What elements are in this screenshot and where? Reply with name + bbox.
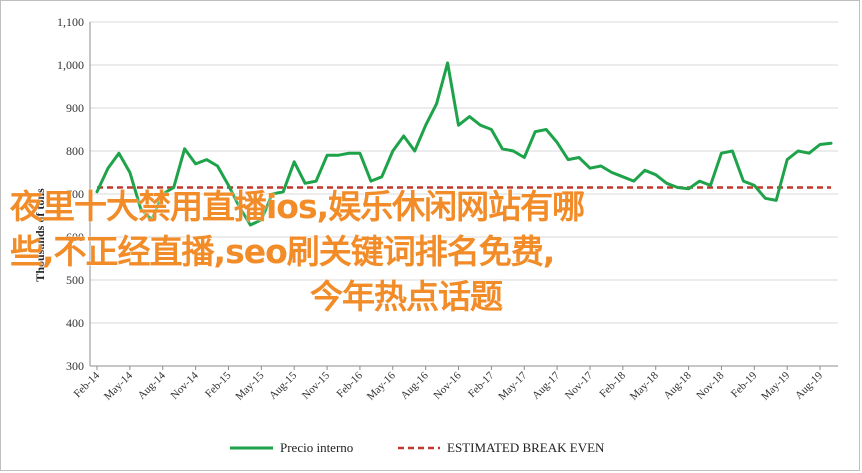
x-tick-label: May-18 — [628, 369, 661, 402]
x-tick-label: May-17 — [496, 369, 529, 402]
y-axis-ticks: 300 400 500 600 700 800 900 1,000 1,100 — [57, 15, 84, 373]
x-tick-label: May-16 — [365, 369, 398, 402]
legend: Precio interno ESTIMATED BREAK EVEN — [230, 440, 605, 455]
y-tick-label: 1,100 — [57, 15, 84, 29]
x-tick-label: Aug-17 — [530, 369, 563, 402]
y-tick-label: 300 — [66, 359, 84, 373]
x-tick-label: Nov-18 — [694, 369, 727, 402]
x-tick-label: Aug-19 — [793, 369, 826, 402]
x-tick-label: Nov-17 — [563, 369, 596, 402]
series-line-precio-interno — [95, 61, 833, 227]
x-tick-label: Feb-19 — [729, 369, 760, 400]
y-tick-label: 500 — [66, 273, 84, 287]
x-tick-label: May-19 — [759, 369, 792, 402]
x-tick-label: Nov-15 — [300, 369, 333, 402]
y-tick-label: 900 — [66, 101, 84, 115]
y-tick-label: 700 — [66, 187, 84, 201]
x-tick-label: Feb-17 — [466, 369, 497, 400]
y-tick-label: 600 — [66, 230, 84, 244]
x-tick-label: May-15 — [233, 369, 266, 402]
x-tick-label: Aug-15 — [267, 369, 300, 402]
x-axis-ticks: Feb-14 May-14 Aug-14 Nov-14 Feb-15 May-15 Aug-… — [72, 366, 826, 403]
legend-label-break-even: ESTIMATED BREAK EVEN — [447, 440, 605, 455]
x-tick-label: Feb-15 — [203, 369, 234, 400]
x-tick-label: Nov-14 — [168, 369, 201, 402]
x-tick-label: Feb-18 — [597, 369, 628, 400]
x-tick-label: May-14 — [102, 369, 135, 402]
y-axis-label: Thousands of tons — [33, 188, 47, 282]
x-tick-label: Feb-16 — [335, 369, 366, 400]
x-tick-label: Feb-14 — [72, 369, 103, 400]
y-tick-label: 800 — [66, 144, 84, 158]
x-tick-label: Aug-18 — [661, 369, 694, 402]
x-tick-label: Aug-16 — [399, 369, 432, 402]
series-lines — [95, 61, 833, 227]
gridlines — [90, 21, 838, 367]
axes — [89, 22, 838, 367]
y-tick-label: 1,000 — [57, 58, 84, 72]
legend-label-precio-interno: Precio interno — [280, 440, 353, 455]
x-tick-label: Aug-14 — [136, 369, 169, 402]
x-tick-label: Nov-16 — [431, 369, 464, 402]
y-tick-label: 400 — [66, 316, 84, 330]
